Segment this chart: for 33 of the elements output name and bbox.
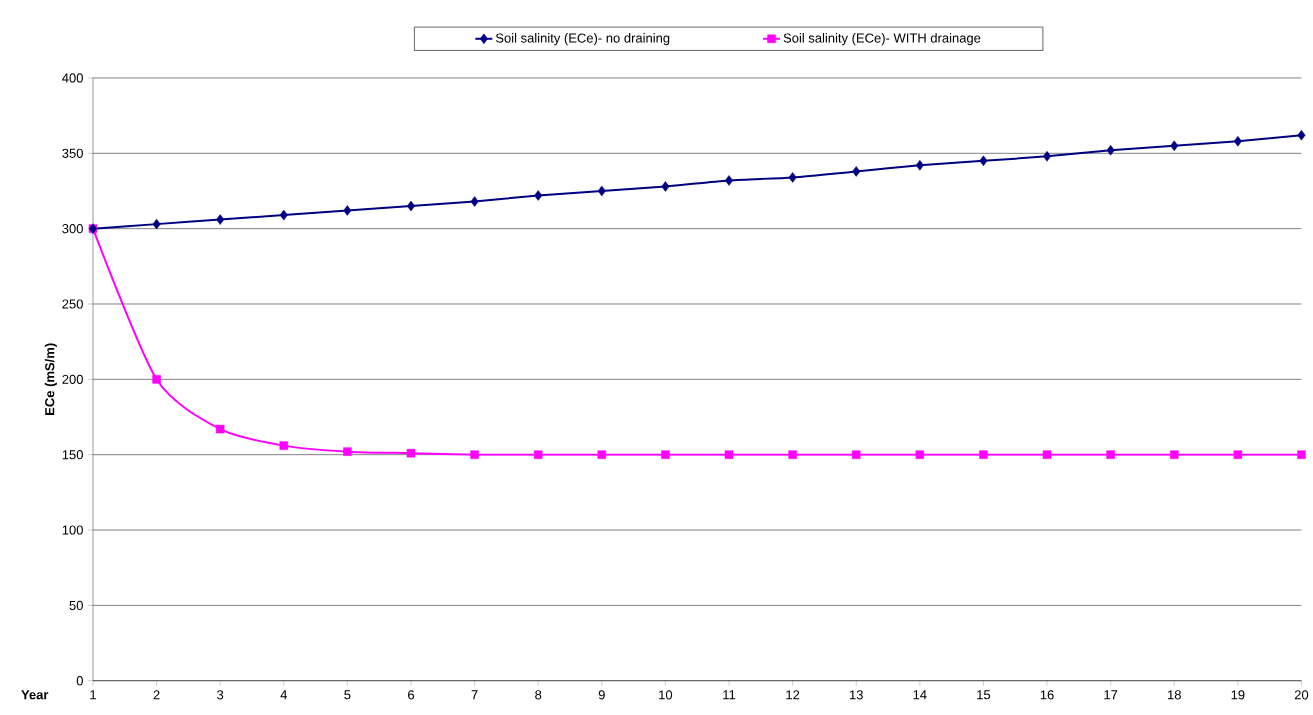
y-tick-label: 0 xyxy=(76,676,83,686)
x-tick-label: 1 xyxy=(90,690,96,700)
x-tick-label: 8 xyxy=(535,690,542,700)
x-tick-label: 20 xyxy=(1294,690,1309,700)
y-tick-label: 50 xyxy=(69,600,83,611)
y-tick-label: 300 xyxy=(62,224,83,234)
x-tick-label: 9 xyxy=(598,690,605,700)
x-tick-label: 4 xyxy=(280,690,288,700)
x-tick-label: 13 xyxy=(849,690,863,700)
x-tick-label: 14 xyxy=(913,690,927,700)
x-tick-label: 5 xyxy=(344,690,351,700)
legend-label: Soil salinity (ECe)- no draining xyxy=(495,33,670,46)
x-tick-label: 15 xyxy=(977,690,991,700)
y-axis-title: ECe (mS/m) xyxy=(44,343,57,416)
y-tick-label: 400 xyxy=(62,73,83,83)
x-tick-label: 12 xyxy=(786,690,800,700)
y-tick-label: 100 xyxy=(62,525,83,535)
x-tick-label: 17 xyxy=(1104,690,1118,700)
x-axis-title: Year xyxy=(21,690,49,700)
x-tick-label: 2 xyxy=(153,690,160,700)
y-tick-label: 350 xyxy=(62,148,83,159)
x-tick-label: 7 xyxy=(471,690,478,700)
legend-label: Soil salinity (ECe)- WITH drainage xyxy=(783,33,981,46)
x-tick-label: 11 xyxy=(723,690,736,700)
y-tick-label: 150 xyxy=(62,450,83,460)
x-tick-label: 16 xyxy=(1040,690,1054,700)
x-tick-label: 3 xyxy=(217,690,224,700)
x-tick-label: 6 xyxy=(408,690,415,700)
x-tick-label: 18 xyxy=(1168,690,1181,700)
x-tick-label: 10 xyxy=(659,690,673,700)
y-tick-label: 250 xyxy=(62,299,83,309)
x-tick-label: 19 xyxy=(1231,690,1245,700)
y-tick-label: 200 xyxy=(62,374,83,385)
